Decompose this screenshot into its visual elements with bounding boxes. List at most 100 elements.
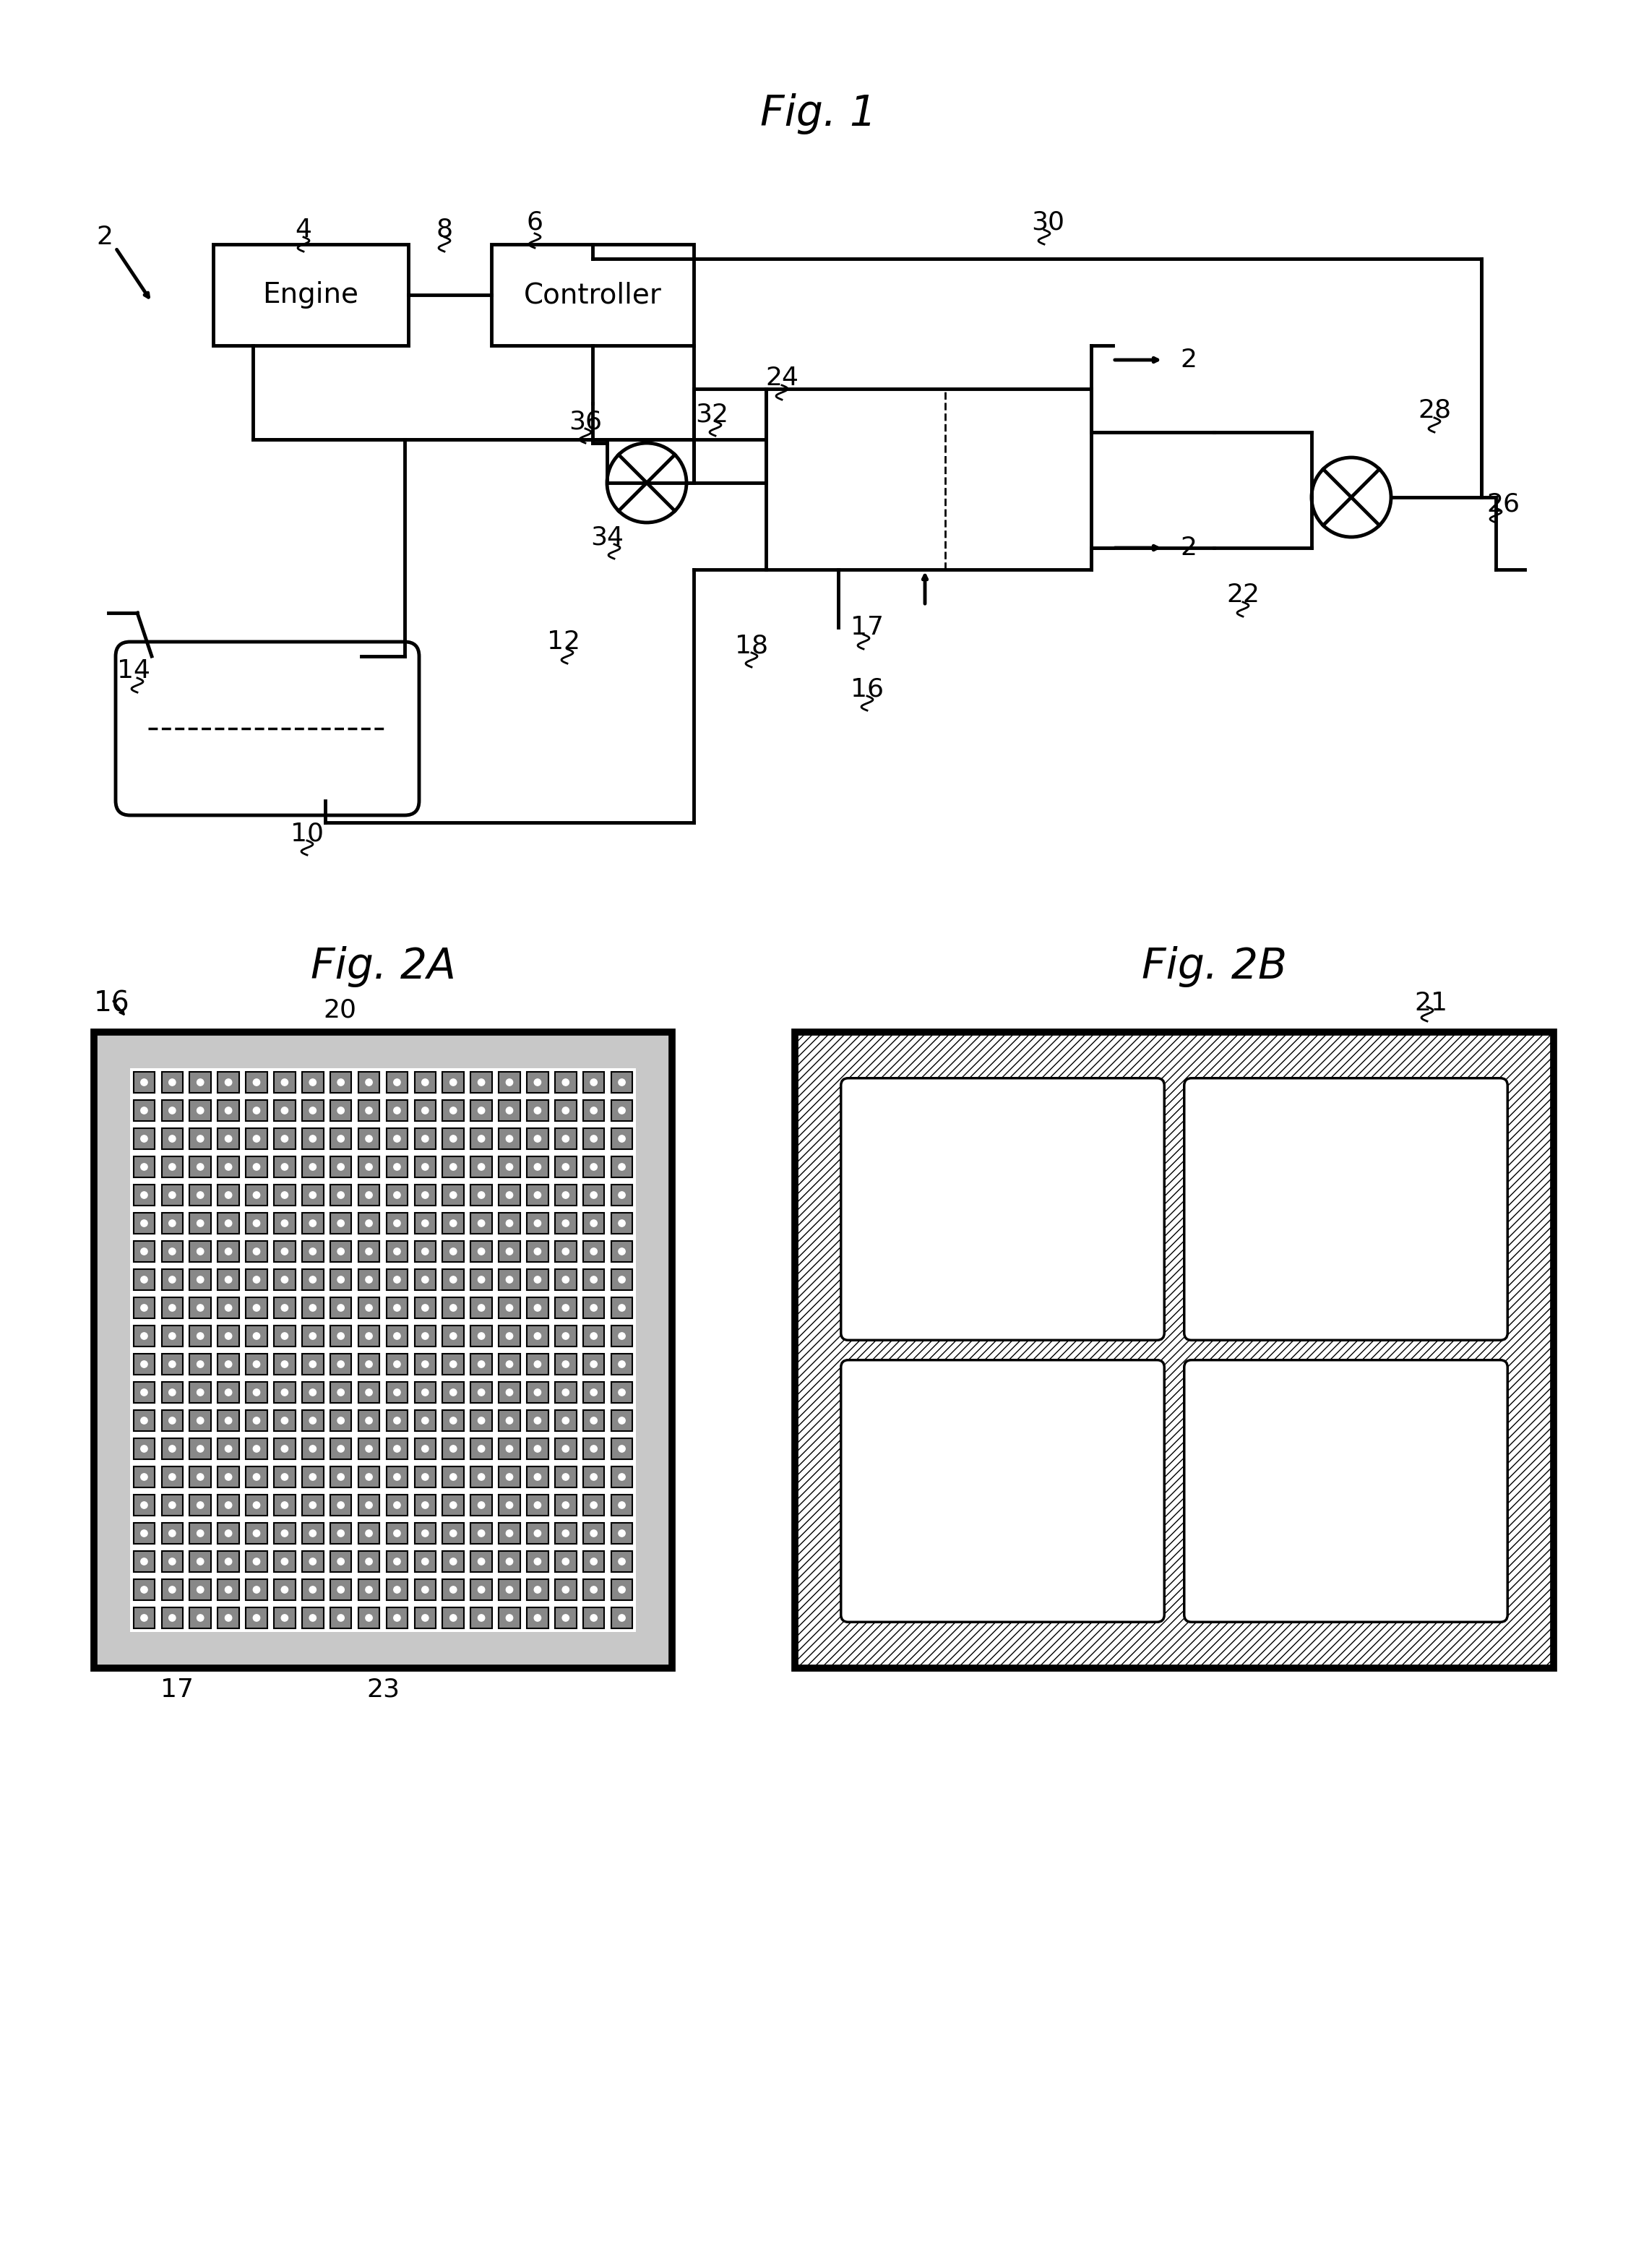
Bar — [303, 1127, 324, 1150]
Circle shape — [337, 1107, 344, 1114]
Circle shape — [422, 1107, 429, 1114]
Circle shape — [422, 1277, 429, 1284]
Circle shape — [169, 1191, 175, 1198]
Bar — [245, 1608, 267, 1628]
Circle shape — [506, 1388, 512, 1395]
Circle shape — [450, 1304, 456, 1311]
Circle shape — [226, 1163, 232, 1170]
Circle shape — [337, 1388, 344, 1395]
Text: Fig. 1: Fig. 1 — [759, 93, 877, 134]
Circle shape — [394, 1531, 401, 1538]
Bar — [386, 1100, 407, 1120]
Bar — [527, 1411, 548, 1431]
Circle shape — [226, 1277, 232, 1284]
Circle shape — [169, 1558, 175, 1565]
Bar — [273, 1100, 296, 1120]
Circle shape — [337, 1163, 344, 1170]
Circle shape — [394, 1163, 401, 1170]
Circle shape — [196, 1191, 204, 1198]
Bar — [527, 1297, 548, 1318]
Circle shape — [422, 1220, 429, 1227]
Circle shape — [563, 1191, 569, 1198]
Circle shape — [618, 1474, 625, 1481]
Circle shape — [450, 1388, 456, 1395]
Circle shape — [365, 1531, 373, 1538]
Bar — [358, 1184, 380, 1207]
Bar — [414, 1381, 435, 1404]
Bar — [499, 1268, 520, 1290]
Bar — [582, 1241, 604, 1263]
Bar — [162, 1522, 183, 1545]
Bar — [499, 1127, 520, 1150]
Bar — [190, 1157, 211, 1177]
Bar — [303, 1297, 324, 1318]
Bar — [245, 1325, 267, 1347]
Bar — [190, 1579, 211, 1601]
Bar — [414, 1241, 435, 1263]
Circle shape — [365, 1247, 373, 1254]
Bar — [330, 1465, 352, 1488]
Circle shape — [563, 1388, 569, 1395]
Bar — [443, 1184, 465, 1207]
Circle shape — [254, 1474, 260, 1481]
Bar — [612, 1354, 633, 1374]
Bar — [386, 1495, 407, 1515]
Bar — [612, 1438, 633, 1461]
Circle shape — [309, 1136, 316, 1143]
Bar — [190, 1354, 211, 1374]
Bar — [582, 1127, 604, 1150]
Circle shape — [337, 1304, 344, 1311]
Circle shape — [141, 1247, 147, 1254]
Bar — [273, 1411, 296, 1431]
Bar — [218, 1579, 239, 1601]
Circle shape — [254, 1445, 260, 1452]
Circle shape — [337, 1531, 344, 1538]
Text: 23: 23 — [366, 1678, 399, 1701]
Circle shape — [281, 1388, 288, 1395]
Text: 14: 14 — [118, 658, 151, 683]
Circle shape — [365, 1501, 373, 1508]
Text: 2: 2 — [97, 225, 113, 249]
Circle shape — [254, 1191, 260, 1198]
Circle shape — [169, 1501, 175, 1508]
Bar — [414, 1608, 435, 1628]
Bar — [134, 1608, 155, 1628]
Circle shape — [196, 1304, 204, 1311]
Circle shape — [506, 1080, 512, 1086]
Circle shape — [394, 1585, 401, 1592]
Circle shape — [563, 1304, 569, 1311]
Circle shape — [563, 1107, 569, 1114]
Circle shape — [226, 1501, 232, 1508]
Bar — [386, 1268, 407, 1290]
Circle shape — [535, 1080, 542, 1086]
Circle shape — [450, 1220, 456, 1227]
Bar — [491, 245, 694, 345]
Bar — [134, 1495, 155, 1515]
Circle shape — [506, 1615, 512, 1622]
Bar — [245, 1522, 267, 1545]
Circle shape — [618, 1585, 625, 1592]
Circle shape — [591, 1107, 597, 1114]
Bar — [443, 1100, 465, 1120]
Circle shape — [196, 1585, 204, 1592]
Circle shape — [450, 1501, 456, 1508]
Bar — [358, 1268, 380, 1290]
Bar — [162, 1579, 183, 1601]
Circle shape — [309, 1615, 316, 1622]
Circle shape — [591, 1445, 597, 1452]
Bar — [162, 1297, 183, 1318]
Circle shape — [226, 1080, 232, 1086]
Bar — [386, 1522, 407, 1545]
Bar — [527, 1325, 548, 1347]
Bar — [358, 1127, 380, 1150]
Bar — [555, 1297, 576, 1318]
Circle shape — [563, 1334, 569, 1340]
Bar — [443, 1465, 465, 1488]
Circle shape — [309, 1304, 316, 1311]
Bar — [414, 1184, 435, 1207]
Circle shape — [422, 1163, 429, 1170]
Bar — [245, 1354, 267, 1374]
Circle shape — [422, 1558, 429, 1565]
Bar — [358, 1241, 380, 1263]
Circle shape — [591, 1418, 597, 1424]
